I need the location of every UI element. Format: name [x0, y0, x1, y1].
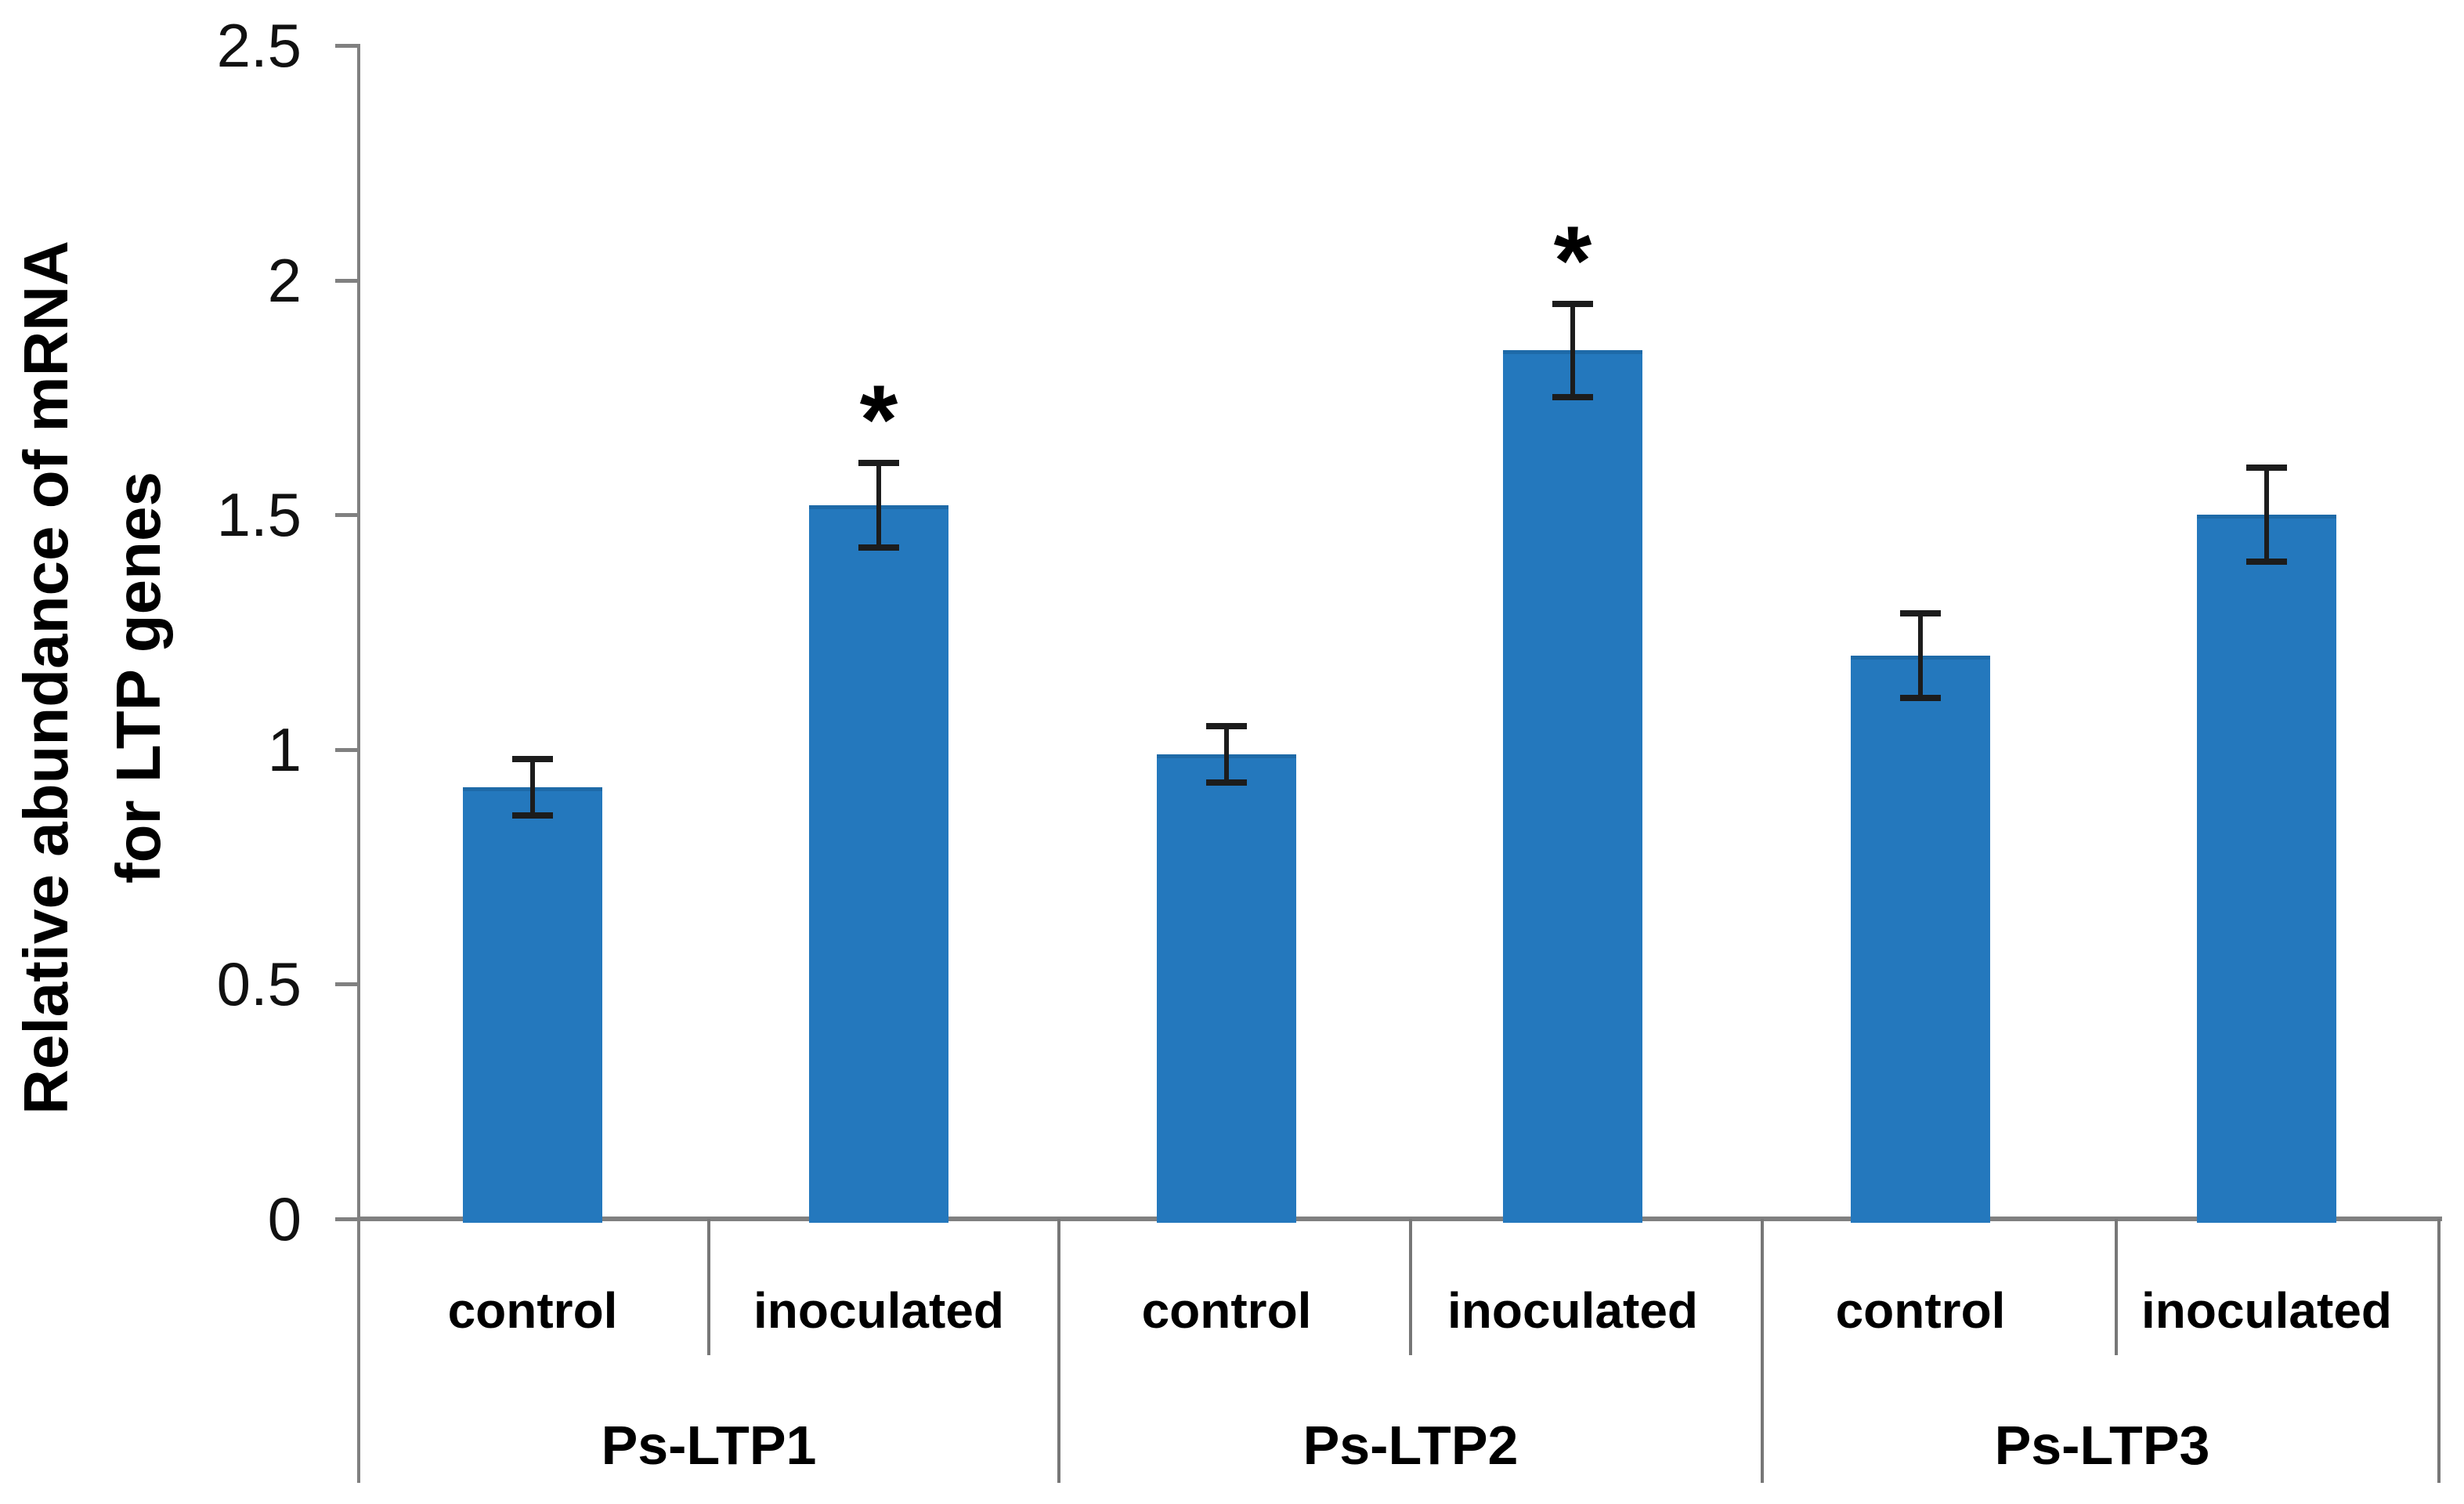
bar-Ps-LTP1-control: [463, 786, 602, 1223]
error-bar-stem: [1224, 725, 1229, 783]
group-label-Ps-LTP3: Ps-LTP3: [1994, 1415, 2210, 1476]
y-tick-mark: [335, 44, 359, 48]
condition-label-control: control: [1835, 1282, 2006, 1339]
error-bar-stem: [876, 463, 881, 548]
y-tick-mark: [335, 513, 359, 518]
y-tick-label: 0: [267, 1184, 302, 1253]
x-axis-line: [357, 1217, 2442, 1221]
error-bar-cap-top: [2246, 465, 2287, 472]
y-tick-mark: [335, 278, 359, 283]
error-bar-cap-bottom: [1552, 394, 1593, 401]
y-tick-mark: [335, 747, 359, 752]
y-tick-label: 2: [267, 245, 302, 315]
condition-label-inoculated: inoculated: [1447, 1282, 1699, 1339]
significance-asterisk: *: [859, 366, 898, 475]
condition-divider: [707, 1219, 710, 1355]
error-bar-cap-top: [1900, 610, 1941, 617]
y-tick-label: 1.5: [216, 480, 302, 550]
significance-asterisk: *: [1553, 206, 1592, 316]
bar-Ps-LTP2-inoculated: [1503, 350, 1642, 1223]
y-axis-line: [357, 44, 360, 1483]
bar-Ps-LTP3-inoculated: [2197, 515, 2336, 1223]
group-divider: [1761, 1219, 1764, 1483]
error-bar-stem: [1570, 303, 1575, 398]
y-tick-label: 2.5: [216, 11, 302, 80]
condition-label-inoculated: inoculated: [2141, 1282, 2393, 1339]
y-tick-label: 1: [267, 714, 302, 784]
error-bar-cap-bottom: [2246, 559, 2287, 566]
error-bar-cap-top: [858, 460, 899, 467]
error-bar-cap-top: [1552, 300, 1593, 307]
error-bar-stem: [530, 758, 535, 815]
error-bar-cap-bottom: [1900, 694, 1941, 701]
condition-label-control: control: [1141, 1282, 1312, 1339]
group-divider: [1057, 1219, 1060, 1483]
error-bar-stem: [1918, 613, 1923, 698]
error-bar-cap-top: [512, 755, 553, 762]
y-axis-title-line1: Relative abundance of mRNA: [11, 240, 81, 1115]
y-tick-label: 0.5: [216, 949, 302, 1019]
bar-Ps-LTP2-control: [1157, 754, 1296, 1223]
condition-label-control: control: [447, 1282, 618, 1339]
error-bar-cap-bottom: [512, 812, 553, 819]
y-tick-mark: [335, 1217, 359, 1221]
condition-divider: [2115, 1219, 2118, 1355]
error-bar-cap-bottom: [1206, 779, 1247, 786]
error-bar-cap-top: [1206, 722, 1247, 729]
error-bar-stem: [2264, 468, 2269, 562]
condition-label-inoculated: inoculated: [753, 1282, 1005, 1339]
error-bar-cap-bottom: [858, 544, 899, 551]
bar-Ps-LTP3-control: [1851, 655, 1990, 1223]
group-divider: [2437, 1219, 2441, 1483]
group-label-Ps-LTP1: Ps-LTP1: [601, 1415, 817, 1476]
group-label-Ps-LTP2: Ps-LTP2: [1302, 1415, 1519, 1476]
y-tick-mark: [335, 982, 359, 987]
bar-Ps-LTP1-inoculated: [809, 505, 948, 1223]
condition-divider: [1409, 1219, 1412, 1355]
